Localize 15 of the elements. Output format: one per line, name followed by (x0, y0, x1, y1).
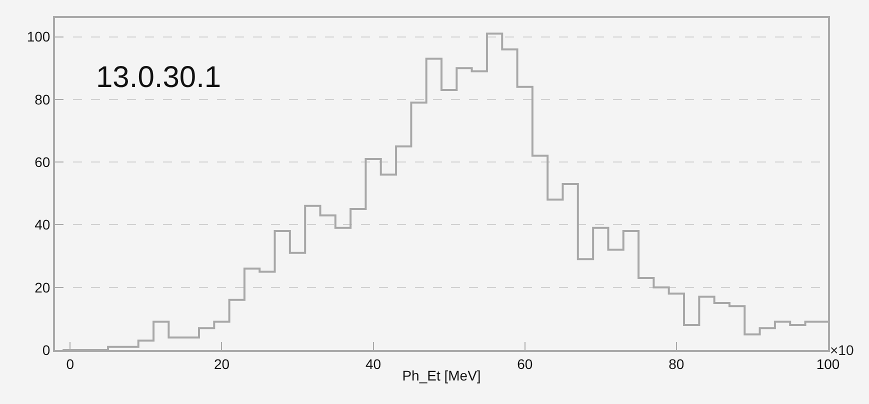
text: ×10 (830, 342, 854, 358)
annotation: 13.0.30.1 (96, 61, 222, 94)
y-tick-label: 100 (26, 28, 50, 45)
y-tick-label: 60 (34, 154, 50, 170)
x-tick-label: 40 (366, 356, 382, 372)
y-tick-label: 40 (34, 216, 50, 233)
y-tick-label: 20 (34, 279, 50, 296)
x-tick-label: 0 (66, 356, 74, 372)
x-tick-label: 20 (214, 356, 230, 372)
x-tick-label: 80 (668, 356, 684, 372)
x-axis-title: Ph_Et [MeV] (402, 368, 481, 384)
x-tick-label: 60 (517, 356, 533, 372)
y-tick-label: 80 (34, 91, 50, 108)
x-tick-label: 100 (816, 356, 840, 372)
y-tick-label: 0 (42, 342, 50, 358)
